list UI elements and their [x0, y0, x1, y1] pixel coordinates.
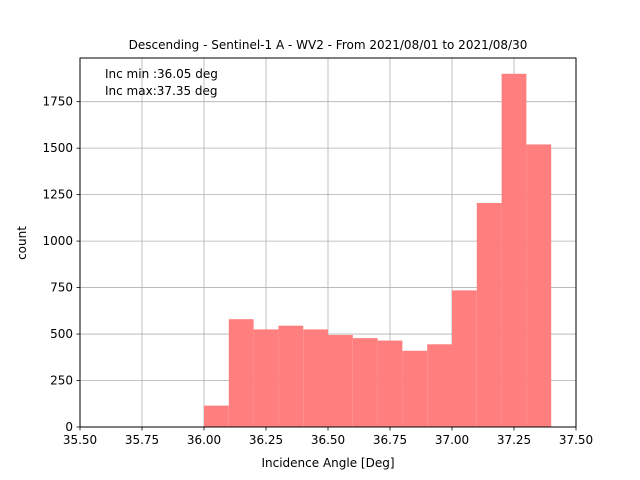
annotation-inc-min: Inc min :36.05 deg [105, 67, 218, 81]
y-tick-label: 750 [50, 281, 73, 295]
histogram-bar [228, 319, 254, 427]
histogram-bar [352, 338, 378, 427]
histogram-bar [427, 344, 452, 427]
x-tick-label: 37.50 [559, 433, 593, 447]
histogram-bar [377, 340, 403, 427]
y-tick-label: 1750 [42, 95, 73, 109]
y-tick-label: 1250 [42, 188, 73, 202]
y-tick-label: 1500 [42, 141, 73, 155]
y-tick-label: 0 [65, 420, 73, 434]
y-tick-label: 500 [50, 327, 73, 341]
x-tick-label: 35.50 [63, 433, 97, 447]
histogram-bar [476, 202, 502, 427]
x-axis-label: Incidence Angle [Deg] [261, 456, 394, 470]
y-axis-label: count [15, 226, 29, 260]
y-axis-ticks: 0 250 500 750 1000 1250 1500 1750 [42, 95, 80, 434]
x-tick-label: 37.25 [497, 433, 531, 447]
histogram-bar [278, 325, 304, 427]
histogram-bar [452, 290, 477, 427]
histogram-bar [204, 405, 229, 427]
chart-title: Descending - Sentinel-1 A - WV2 - From 2… [129, 38, 528, 52]
histogram-bar [303, 329, 328, 427]
histogram-bar [402, 350, 428, 427]
histogram-bar [526, 144, 552, 428]
x-tick-label: 36.75 [373, 433, 407, 447]
annotation-inc-max: Inc max:37.35 deg [105, 84, 218, 98]
x-tick-label: 36.50 [311, 433, 345, 447]
x-tick-label: 37.00 [435, 433, 469, 447]
x-tick-label: 36.25 [249, 433, 283, 447]
x-tick-label: 35.75 [125, 433, 159, 447]
histogram-bars [204, 73, 552, 428]
histogram-bar [253, 329, 279, 427]
y-tick-label: 1000 [42, 234, 73, 248]
histogram-bar [328, 334, 353, 427]
y-tick-label: 250 [50, 374, 73, 388]
x-axis-ticks: 35.50 35.75 36.00 36.25 36.50 36.75 37.00 37.25… [63, 427, 593, 447]
x-tick-label: 36.00 [187, 433, 221, 447]
histogram-bar [501, 73, 527, 427]
